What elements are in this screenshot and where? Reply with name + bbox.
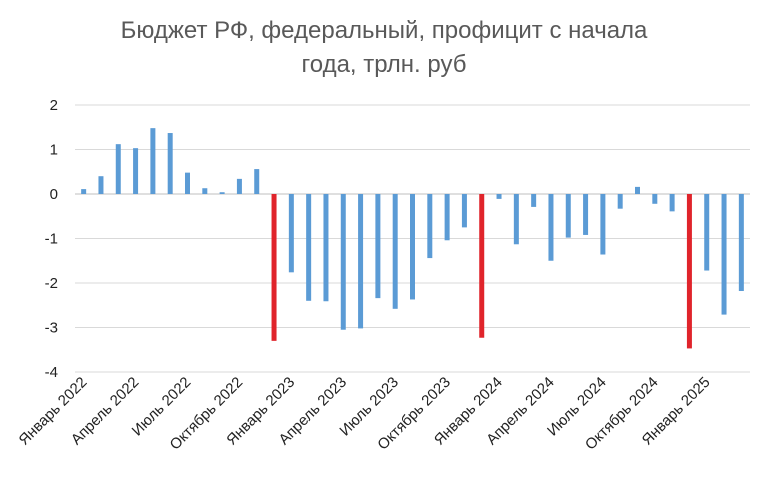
bar [358,194,364,329]
bar [704,194,710,271]
bar [288,194,294,273]
bar [202,188,208,194]
bar [565,194,571,238]
bar [340,194,346,330]
bar [669,194,675,212]
y-tick-label: -4 [45,364,58,381]
bar [427,194,433,259]
bar [392,194,398,309]
bar [444,194,450,241]
chart-title-line-1: Бюджет РФ, федеральный, профицит с начал… [120,17,648,44]
y-tick-label: -3 [45,320,58,337]
bar [306,194,312,301]
bar [583,194,589,235]
bar [185,172,190,194]
y-tick-label: -1 [45,231,58,248]
bar [236,178,242,194]
bar [738,194,744,292]
bar [531,194,537,207]
bar [81,189,87,194]
bar [600,194,606,255]
bar [98,176,104,194]
bars [81,128,744,349]
bar [375,194,381,299]
bar [513,194,519,245]
chart-title: Бюджет РФ, федеральный, профицит с начал… [0,14,768,82]
bar [721,194,727,315]
bar [115,144,121,194]
y-tick-label: -2 [45,275,58,292]
bar-highlight [271,194,277,341]
bar [133,148,139,194]
y-axis-tick-labels: 2 1 0 -1 -2 -3 -4 [45,97,58,381]
bar-highlight [686,194,692,349]
bar [496,194,502,199]
bar [548,194,554,261]
bar [150,128,156,194]
bar [219,192,225,194]
chart-title-line-2: года, трлн. руб [301,51,467,78]
y-tick-label: 1 [50,142,58,159]
bar [652,194,658,204]
bar [167,133,173,194]
bar [635,186,640,194]
bar [254,169,260,194]
y-tick-label: 2 [50,97,58,114]
bar [410,194,415,300]
y-tick-label: 0 [50,186,58,203]
bar [323,194,329,302]
bar [461,194,467,228]
bar [617,194,623,209]
bar-highlight [479,194,485,338]
